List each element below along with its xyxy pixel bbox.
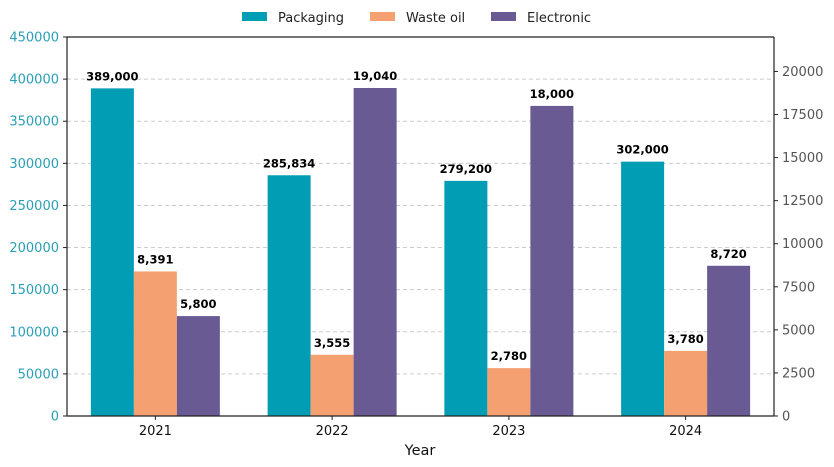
y-tick-label: 0 xyxy=(51,410,59,425)
legend-label: Waste oil xyxy=(406,11,465,26)
bar-packaging-2021 xyxy=(90,88,134,417)
y2-tick-label: 15000 xyxy=(782,151,823,166)
bar-electronic-2024 xyxy=(707,265,751,416)
data-label: 2,780 xyxy=(491,349,527,363)
bar-waste-oil-2024 xyxy=(664,350,708,416)
x-tick-label: 2022 xyxy=(316,424,349,439)
y-tick-label: 250000 xyxy=(9,199,59,214)
legend-label: Electronic xyxy=(527,11,591,26)
data-label: 302,000 xyxy=(616,143,668,157)
data-label: 279,200 xyxy=(440,162,492,176)
bar-electronic-2021 xyxy=(176,316,220,416)
y2-tick-label: 2500 xyxy=(782,366,815,381)
y-tick-label: 400000 xyxy=(9,73,59,88)
legend-label: Packaging xyxy=(278,11,344,26)
y-tick-label: 150000 xyxy=(9,283,59,298)
data-label: 5,800 xyxy=(180,297,216,311)
data-label: 18,000 xyxy=(530,87,574,101)
bar-packaging-2023 xyxy=(444,180,488,416)
y2-tick-label: 10000 xyxy=(782,237,823,252)
y2-tick-label: 17500 xyxy=(782,108,823,123)
y-tick-label: 450000 xyxy=(9,31,59,46)
bar-packaging-2024 xyxy=(621,161,665,416)
legend: Packaging Waste oil Electronic xyxy=(242,11,591,26)
x-tick-label: 2021 xyxy=(139,424,172,439)
bars xyxy=(90,87,751,417)
legend-swatch-electronic xyxy=(491,12,516,21)
bar-waste-oil-2021 xyxy=(133,271,177,416)
data-label: 3,780 xyxy=(667,332,703,346)
data-label: 8,391 xyxy=(137,252,173,266)
data-label: 19,040 xyxy=(353,69,397,83)
data-labels: 389,000 8,391 5,800 285,834 3,555 19,040 279,2… xyxy=(86,69,747,363)
data-label: 3,555 xyxy=(314,336,350,350)
y-tick-label: 100000 xyxy=(9,325,59,340)
y-tick-label: 200000 xyxy=(9,241,59,256)
y-tick-label: 50000 xyxy=(18,367,59,382)
bar-electronic-2023 xyxy=(530,105,574,416)
axes: 2021 2022 2023 2024050000100000150000200000… xyxy=(9,31,823,440)
y2-tick-label: 7500 xyxy=(782,280,815,295)
bar-electronic-2022 xyxy=(353,87,397,416)
data-label: 8,720 xyxy=(710,247,746,261)
x-axis-title: Year xyxy=(404,443,436,459)
x-tick-label: 2024 xyxy=(669,424,702,439)
y2-tick-label: 0 xyxy=(782,410,790,425)
legend-swatch-packaging xyxy=(242,12,267,21)
y2-tick-label: 12500 xyxy=(782,194,823,209)
data-label: 285,834 xyxy=(263,156,315,170)
x-tick-label: 2023 xyxy=(492,424,525,439)
y-tick-label: 300000 xyxy=(9,157,59,172)
bar-waste-oil-2022 xyxy=(310,354,354,416)
bar-waste-oil-2023 xyxy=(487,368,531,416)
y-tick-label: 350000 xyxy=(9,115,59,130)
legend-swatch-waste-oil xyxy=(370,12,395,21)
y2-tick-label: 20000 xyxy=(782,65,823,80)
y2-tick-label: 5000 xyxy=(782,323,815,338)
data-label: 389,000 xyxy=(86,69,138,83)
bar-packaging-2022 xyxy=(267,175,311,416)
